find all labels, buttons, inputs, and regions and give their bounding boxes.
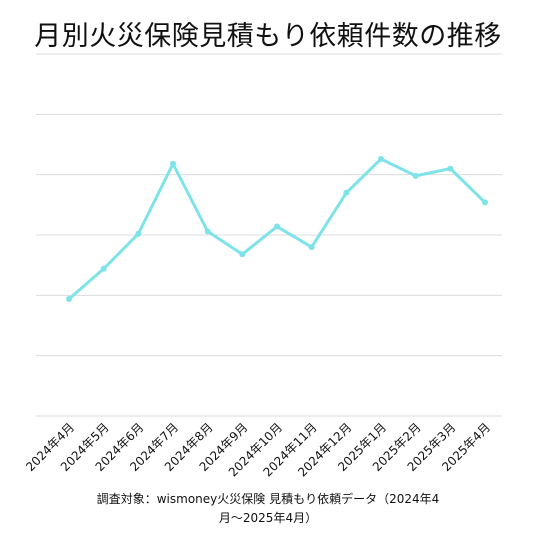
caption-line-1: 調査対象：wismoney火災保険 見積もり依頼データ（2024年4: [96, 492, 440, 506]
data-point: [274, 223, 280, 230]
x-tick-labels: 2024年4月2024年5月2024年6月2024年7月2024年8月2024年…: [23, 420, 493, 479]
data-point: [66, 295, 72, 302]
data-point: [170, 160, 176, 167]
caption-line-2: 月〜2025年4月）: [218, 511, 318, 525]
data-point: [308, 244, 315, 251]
grid-layer: [36, 53, 502, 417]
chart-caption: 調査対象：wismoney火災保険 見積もり依頼データ（2024年4 月〜202…: [0, 490, 536, 528]
data-point: [482, 199, 488, 206]
data-point: [239, 251, 246, 258]
data-point: [447, 165, 454, 172]
data-point: [343, 189, 350, 196]
data-point: [135, 230, 142, 237]
data-point: [204, 228, 211, 235]
data-point: [378, 155, 384, 162]
series-layer: [66, 155, 488, 302]
chart-title: 月別火災保険見積もり依頼件数の推移: [34, 21, 502, 52]
data-point: [100, 265, 107, 272]
data-point: [412, 172, 419, 179]
